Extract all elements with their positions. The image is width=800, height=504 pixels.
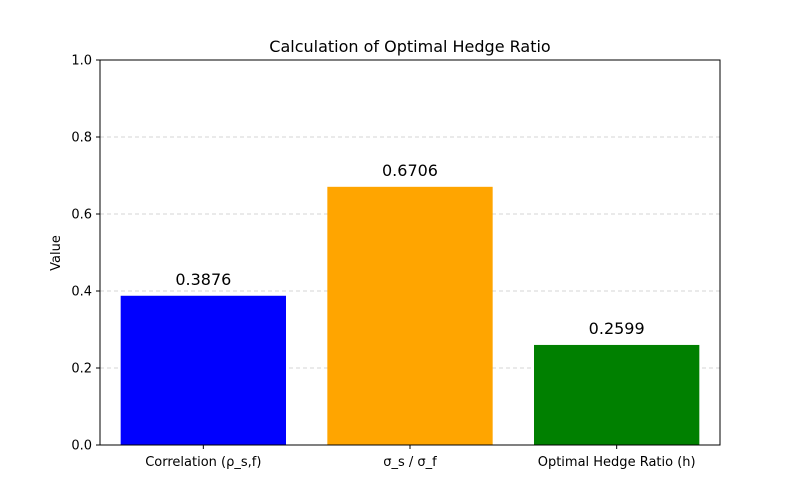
x-tick-label: Optimal Hedge Ratio (h): [538, 455, 696, 470]
x-axis-ticks: Correlation (ρ_s,f) σ_s / σ_f Optimal Hedg…: [145, 445, 696, 470]
bar: [120, 295, 287, 445]
bar: [534, 344, 700, 445]
y-axis-label: Value: [49, 235, 64, 271]
y-tick-label: 0.6: [71, 208, 92, 223]
bar-value-label: 0.3876: [175, 270, 231, 289]
bar: [327, 186, 493, 445]
y-tick-label: 0.4: [71, 285, 92, 300]
x-tick-label: Correlation (ρ_s,f): [145, 455, 261, 470]
chart-title: Calculation of Optimal Hedge Ratio: [269, 37, 550, 56]
y-tick-label: 0.8: [71, 131, 92, 146]
bar-value-label: 0.6706: [382, 161, 438, 180]
bar-value-labels: 0.3876 0.6706 0.2599: [175, 161, 644, 338]
bar-value-label: 0.2599: [589, 319, 645, 338]
y-axis-ticks: 0.0 0.2 0.4 0.6 0.8 1.0: [71, 54, 100, 454]
bars: [120, 186, 700, 445]
x-tick-label: σ_s / σ_f: [383, 455, 437, 470]
y-tick-label: 0.2: [71, 362, 92, 377]
y-tick-label: 1.0: [71, 54, 92, 69]
y-tick-label: 0.0: [71, 439, 92, 454]
